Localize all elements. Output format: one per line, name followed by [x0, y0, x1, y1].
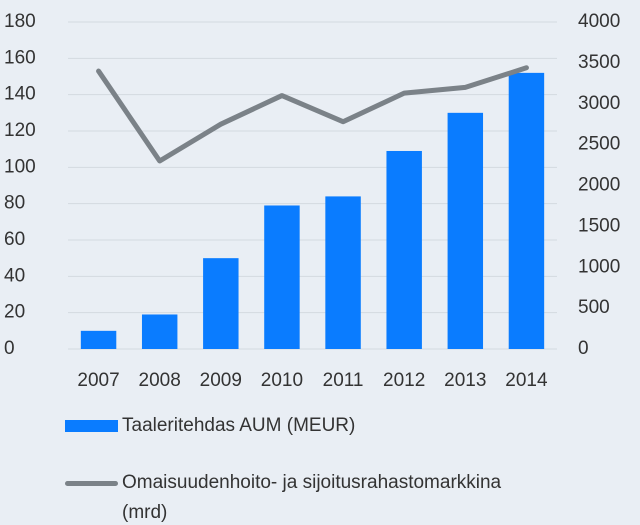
y-tick-label: 80 — [4, 193, 25, 214]
bar — [80, 330, 117, 349]
y2-tick-label: 0 — [578, 338, 589, 359]
bar — [264, 205, 300, 349]
bar — [203, 258, 239, 349]
y-tick-label: 160 — [4, 47, 36, 68]
bar — [386, 150, 422, 349]
y2-tick-label: 2500 — [578, 134, 620, 155]
legend-label: Taaleritehdas AUM (MEUR) — [122, 415, 356, 436]
x-tick-label: 2014 — [505, 370, 548, 391]
y2-tick-label: 1000 — [578, 256, 620, 277]
legend-item: Omaisuudenhoito- ja sijoitusrahastomarkk… — [65, 468, 545, 525]
bar — [508, 72, 545, 349]
x-tick-label: 2007 — [77, 370, 119, 391]
y-tick-label: 40 — [4, 265, 25, 286]
bar — [325, 196, 361, 349]
y-tick-label: 0 — [4, 338, 15, 359]
y2-tick-label: 2000 — [578, 175, 620, 196]
y2-tick-label: 500 — [578, 297, 610, 318]
line — [96, 65, 529, 164]
x-tick-label: 2010 — [261, 370, 303, 391]
y2-tick-label: 3500 — [578, 52, 620, 73]
y-tick-label: 180 — [4, 11, 36, 32]
bar — [141, 314, 178, 349]
chart: 0 20 40 60 80 100 120 140 160 180 0 500 1000 1500 2000… — [4, 11, 620, 391]
legend-swatch — [65, 481, 118, 486]
y2-tick-label: 4000 — [578, 11, 620, 32]
x-tick-label: 2013 — [444, 370, 486, 391]
y2-tick-label: 3000 — [578, 93, 620, 114]
legend-swatch — [65, 420, 118, 432]
y-tick-label: 20 — [4, 302, 25, 323]
x-tick-label: 2011 — [323, 370, 364, 391]
x-tick-label: 2012 — [383, 370, 425, 391]
x-tick-label: 2009 — [200, 370, 242, 391]
legend-label: Omaisuudenhoito- ja sijoitusrahastomarkk… — [122, 472, 502, 523]
y2-tick-label: 1500 — [578, 215, 620, 236]
y-tick-label: 60 — [4, 229, 25, 250]
y-tick-label: 140 — [4, 84, 36, 105]
x-tick-label: 2008 — [139, 370, 181, 391]
legend-item: Taaleritehdas AUM (MEUR) — [65, 411, 355, 441]
y-tick-label: 100 — [4, 156, 36, 177]
y-tick-label: 120 — [4, 120, 36, 141]
bar — [447, 112, 484, 349]
